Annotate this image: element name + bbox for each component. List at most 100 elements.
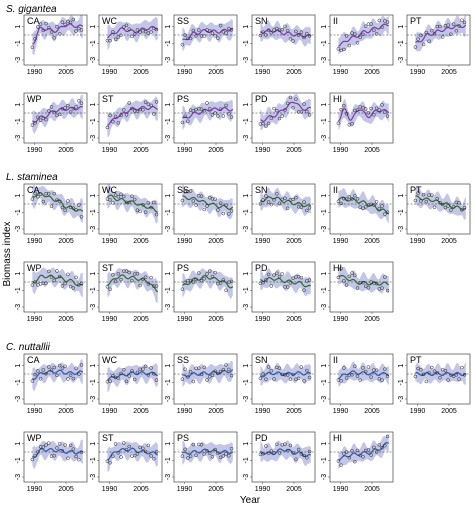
panel-hi: HI 1 -1 -3 1990 2005 <box>321 431 394 493</box>
observation-point <box>462 205 467 210</box>
observation-point <box>213 369 217 373</box>
observation-point <box>154 100 159 104</box>
observation-point <box>336 459 341 463</box>
observation-point <box>288 37 293 41</box>
observation-point <box>57 274 62 279</box>
observation-point <box>443 205 448 210</box>
observation-point <box>432 369 437 373</box>
x-tick-label: 1990 <box>27 486 43 493</box>
observation-point <box>361 105 365 110</box>
observation-point <box>305 368 309 373</box>
uncertainty-band <box>415 15 466 52</box>
y-tick-label: -3 <box>321 226 328 232</box>
trend-line <box>415 24 467 43</box>
observation-point <box>363 369 368 374</box>
observation-point <box>38 192 43 197</box>
panel-pt: PT 1 -1 -3 1990 2005 <box>398 183 471 245</box>
observation-point <box>347 43 352 48</box>
panel-plot <box>174 99 237 131</box>
observation-point <box>33 191 37 196</box>
observation-point <box>105 38 110 43</box>
y-tick-label: 1 <box>15 194 22 198</box>
observation-point <box>60 449 65 453</box>
observation-point <box>105 459 110 463</box>
x-tick-label: 2005 <box>58 408 74 415</box>
site-label: PS <box>177 263 189 273</box>
observation-point <box>216 208 220 212</box>
site-label: SN <box>255 16 268 26</box>
observation-point <box>77 98 81 103</box>
observation-point <box>291 39 295 43</box>
observation-point <box>186 456 190 460</box>
observation-point <box>443 368 448 373</box>
observation-point <box>369 453 373 457</box>
y-tick-label: -1 <box>165 40 172 46</box>
trend-line <box>107 105 159 126</box>
site-label: ST <box>102 94 114 104</box>
panel-plot <box>174 184 237 220</box>
site-label: SN <box>255 185 268 195</box>
observation-point <box>372 445 376 450</box>
observation-point <box>108 379 112 383</box>
observation-point <box>307 113 312 117</box>
site-label: WC <box>102 185 117 195</box>
observation-point <box>210 113 215 117</box>
observation-point <box>419 199 423 203</box>
panel-frame <box>98 92 163 144</box>
uncertainty-band <box>32 15 83 56</box>
observation-point <box>111 374 115 378</box>
observation-point <box>430 193 434 197</box>
panel-frame <box>173 353 238 405</box>
x-tick-label: 2005 <box>208 147 224 154</box>
y-tick-label: -1 <box>321 209 328 215</box>
uncertainty-band <box>182 268 233 300</box>
panel-sn: SN 1 -1 -3 1990 2005 <box>243 353 316 415</box>
x-tick-label: 2005 <box>208 486 224 493</box>
panel-pt: PT 1 -1 -3 1990 2005 <box>398 353 471 415</box>
observation-point <box>291 105 295 110</box>
y-tick-label: 1 <box>243 364 250 368</box>
observation-point <box>366 22 371 26</box>
observation-point <box>342 47 346 52</box>
y-tick-label: -1 <box>165 118 172 124</box>
observation-point <box>216 114 220 118</box>
y-tick-label: 1 <box>165 364 172 368</box>
observation-point <box>183 114 187 119</box>
observation-point <box>135 452 140 456</box>
observation-point <box>380 103 384 107</box>
x-tick-label: 2005 <box>441 408 457 415</box>
observation-point <box>361 206 365 210</box>
observation-point <box>146 443 151 448</box>
x-tick-label: 1990 <box>333 316 349 323</box>
observation-point <box>285 285 290 289</box>
observation-point <box>152 112 156 116</box>
observation-point <box>363 205 368 209</box>
observation-point <box>55 24 59 29</box>
panel-ss: SS 1 -1 -3 1990 2005 <box>165 353 238 415</box>
site-label: PT <box>410 16 422 26</box>
observation-point <box>191 442 196 447</box>
observation-point <box>299 365 304 369</box>
observation-point <box>143 29 148 34</box>
y-tick-label: -3 <box>165 226 172 232</box>
observation-point <box>146 201 151 205</box>
site-label: WP <box>27 94 42 104</box>
y-tick-label: 1 <box>15 25 22 29</box>
x-tick-label: 2005 <box>208 69 224 76</box>
observation-point <box>302 288 306 292</box>
trend-line <box>182 106 234 119</box>
panel-plot <box>99 96 162 137</box>
observation-point <box>413 198 418 203</box>
trend-line <box>338 442 390 461</box>
y-tick-label: -1 <box>243 209 250 215</box>
observation-point <box>149 454 153 458</box>
observation-point <box>130 278 134 283</box>
observation-point <box>285 373 290 377</box>
observation-point <box>188 189 193 193</box>
observation-point <box>299 205 304 209</box>
observation-point <box>291 372 295 377</box>
observation-point <box>291 276 295 280</box>
observation-point <box>202 276 206 281</box>
observation-point <box>183 367 187 372</box>
y-tick-label: -3 <box>90 135 97 141</box>
